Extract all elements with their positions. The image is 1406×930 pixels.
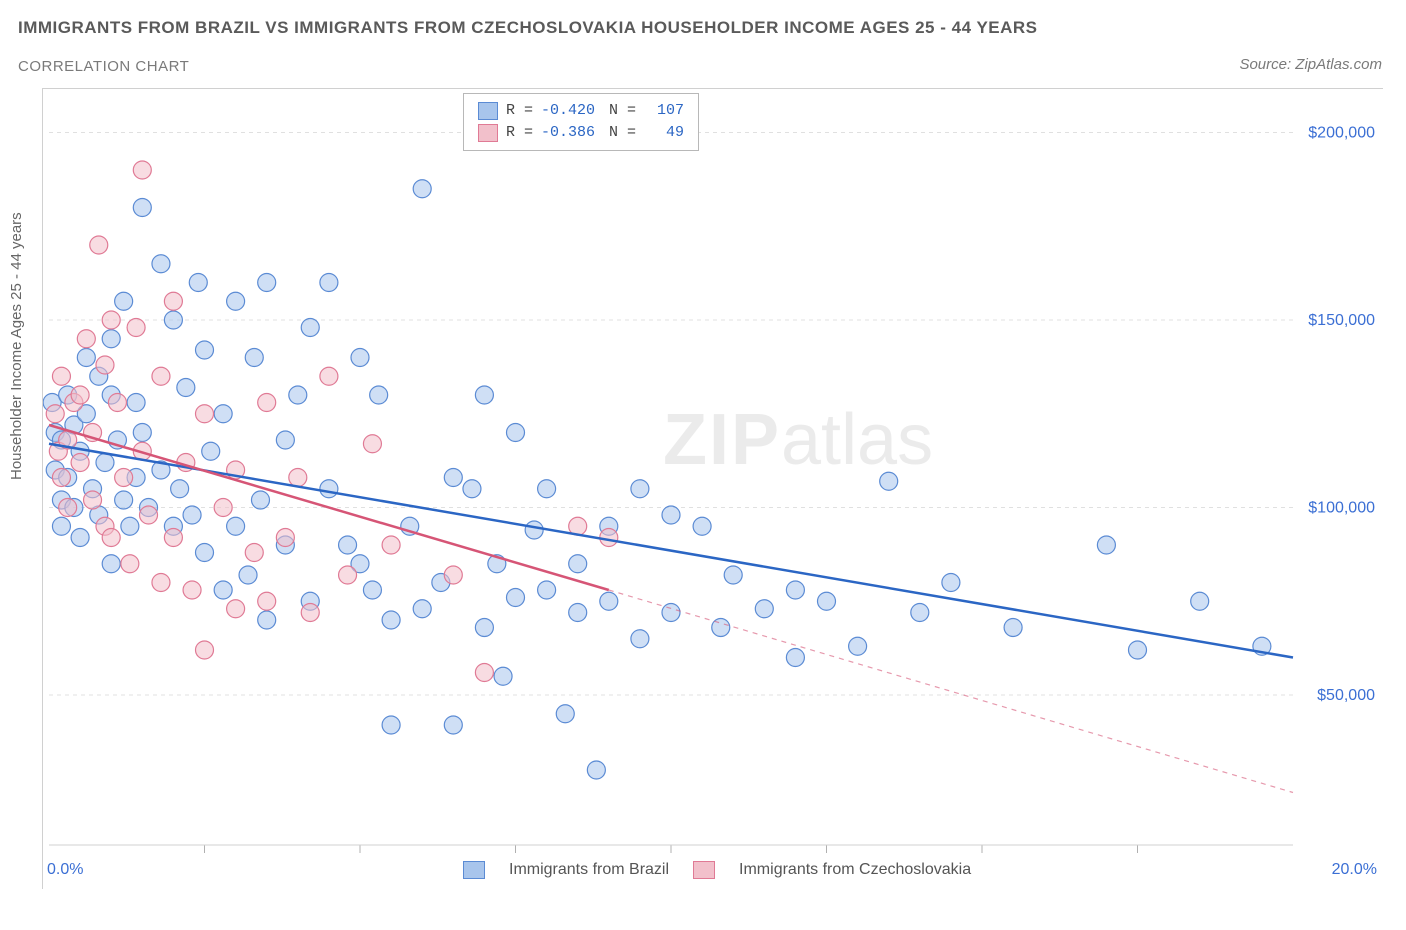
series-legend: Immigrants from Brazil Immigrants from C… — [463, 861, 971, 879]
r-value-czech: -0.386 — [541, 122, 601, 144]
n-value-czech: 49 — [644, 122, 684, 144]
svg-text:$200,000: $200,000 — [1308, 125, 1375, 142]
correlation-legend: R = -0.420 N = 107 R = -0.386 N = 49 — [463, 93, 699, 151]
n-value-brazil: 107 — [644, 100, 684, 122]
x-tick-min: 0.0% — [47, 861, 83, 879]
svg-text:$150,000: $150,000 — [1308, 312, 1375, 329]
chart-subtitle: CORRELATION CHART — [18, 58, 189, 75]
legend-label-czech: Immigrants from Czechoslovakia — [739, 861, 971, 879]
swatch-brazil — [478, 102, 498, 120]
swatch-czech — [478, 124, 498, 142]
chart-title: IMMIGRANTS FROM BRAZIL VS IMMIGRANTS FRO… — [18, 18, 1038, 38]
chart-plot-area: $50,000$100,000$150,000$200,000 ZIPatlas… — [42, 88, 1383, 889]
svg-text:$50,000: $50,000 — [1317, 687, 1375, 704]
legend-label-brazil: Immigrants from Brazil — [509, 861, 669, 879]
svg-text:$100,000: $100,000 — [1308, 500, 1375, 517]
swatch-brazil-bottom — [463, 861, 485, 879]
r-value-brazil: -0.420 — [541, 100, 601, 122]
source-citation: Source: ZipAtlas.com — [1239, 56, 1382, 73]
y-axis-label: Householder Income Ages 25 - 44 years — [8, 212, 25, 480]
swatch-czech-bottom — [693, 861, 715, 879]
legend-row-brazil: R = -0.420 N = 107 — [478, 100, 684, 122]
scatter-plot-svg: $50,000 $100,000 $150,000 $200,000 — [43, 89, 1383, 889]
x-tick-max: 20.0% — [1332, 861, 1377, 879]
legend-row-czech: R = -0.386 N = 49 — [478, 122, 684, 144]
